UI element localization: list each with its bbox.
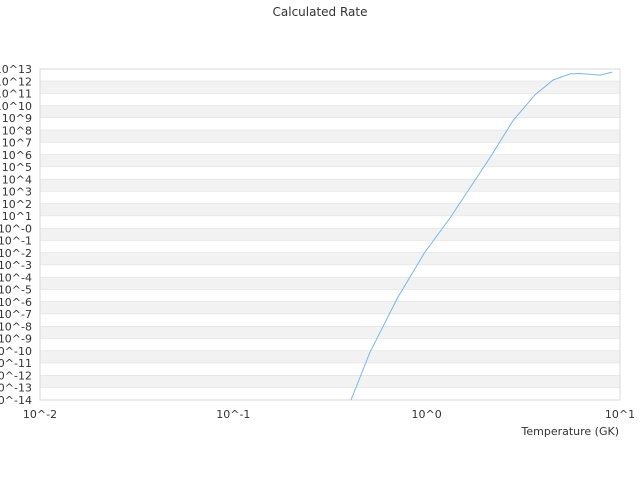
plot-frame: [39, 68, 621, 401]
grid-band: [40, 191, 620, 204]
grid-band: [40, 142, 620, 155]
grid-band: [40, 167, 620, 180]
grid-band: [40, 314, 620, 327]
x-tick-label: 10^1: [605, 408, 635, 421]
y-tick-label: 10^11: [0, 88, 32, 101]
y-tick-label: 10^7: [2, 137, 32, 150]
y-tick-label: 10^1: [2, 210, 32, 223]
grid-band: [40, 326, 620, 339]
grid-band: [40, 301, 620, 315]
y-tick-label: 10^-14: [0, 394, 32, 407]
grid-band: [40, 81, 620, 94]
y-tick-label: 10^-3: [0, 259, 32, 272]
grid-band: [40, 69, 620, 82]
grid-band: [40, 387, 620, 400]
y-tick-label: 10^5: [2, 161, 32, 174]
y-tick-label: 10^9: [2, 112, 32, 125]
grid-band: [40, 338, 620, 351]
grid-band: [40, 363, 620, 376]
y-tick-label: 10^-1: [0, 235, 32, 248]
x-axis-labels: 10^-2 10^-1 10^0 10^1: [23, 408, 635, 421]
grid-band: [40, 277, 620, 290]
grid-band: [40, 240, 620, 253]
y-tick-label: 10^-10: [0, 345, 32, 358]
y-tick-label: 10^8: [2, 124, 32, 137]
grid-band: [40, 105, 620, 119]
y-tick-label: 10^3: [2, 186, 32, 199]
x-axis-title: Temperature (GK): [521, 425, 620, 438]
y-tick-label: 10^-7: [0, 308, 32, 321]
grid-band: [40, 216, 620, 229]
grid-band: [40, 228, 620, 241]
y-tick-label: 10^-9: [0, 333, 32, 346]
series-line: [350, 71, 613, 401]
y-tick-label: 10^-13: [0, 382, 32, 395]
y-axis-labels: 10^1310^1210^1110^1010^910^810^710^610^5…: [0, 63, 32, 407]
y-tick-label: 10^13: [0, 63, 32, 76]
y-tick-label: 10^6: [2, 149, 32, 162]
y-tick-label: 10^-8: [0, 320, 32, 333]
grid-band: [40, 93, 620, 106]
y-tick-label: 10^10: [0, 100, 32, 113]
grid-band: [40, 252, 620, 266]
y-tick-label: 10^-4: [0, 271, 32, 284]
y-tick-label: 10^-6: [0, 296, 32, 309]
y-tick-label: 10^-5: [0, 284, 32, 297]
grid-band: [40, 265, 620, 278]
grid-band: [40, 179, 620, 192]
grid-bands: [40, 69, 620, 401]
chart-title: Calculated Rate: [273, 5, 368, 19]
y-tick-label: 10^12: [0, 75, 32, 88]
grid-band: [40, 203, 620, 217]
grid-band: [40, 350, 620, 364]
y-tick-label: 10^4: [2, 173, 32, 186]
y-tick-label: 10^-0: [0, 222, 32, 235]
y-tick-label: 10^-11: [0, 357, 32, 370]
grid-band: [40, 375, 620, 388]
y-tick-label: 10^2: [2, 198, 32, 211]
y-tick-label: 10^-12: [0, 369, 32, 382]
grid-band: [40, 130, 620, 143]
grid-band: [40, 154, 620, 168]
x-tick-label: 10^0: [412, 408, 442, 421]
grid-band: [40, 118, 620, 131]
y-tick-label: 10^-2: [0, 247, 32, 260]
x-tick-label: 10^-2: [23, 408, 57, 421]
grid-band: [40, 289, 620, 302]
x-tick-label: 10^-1: [216, 408, 250, 421]
